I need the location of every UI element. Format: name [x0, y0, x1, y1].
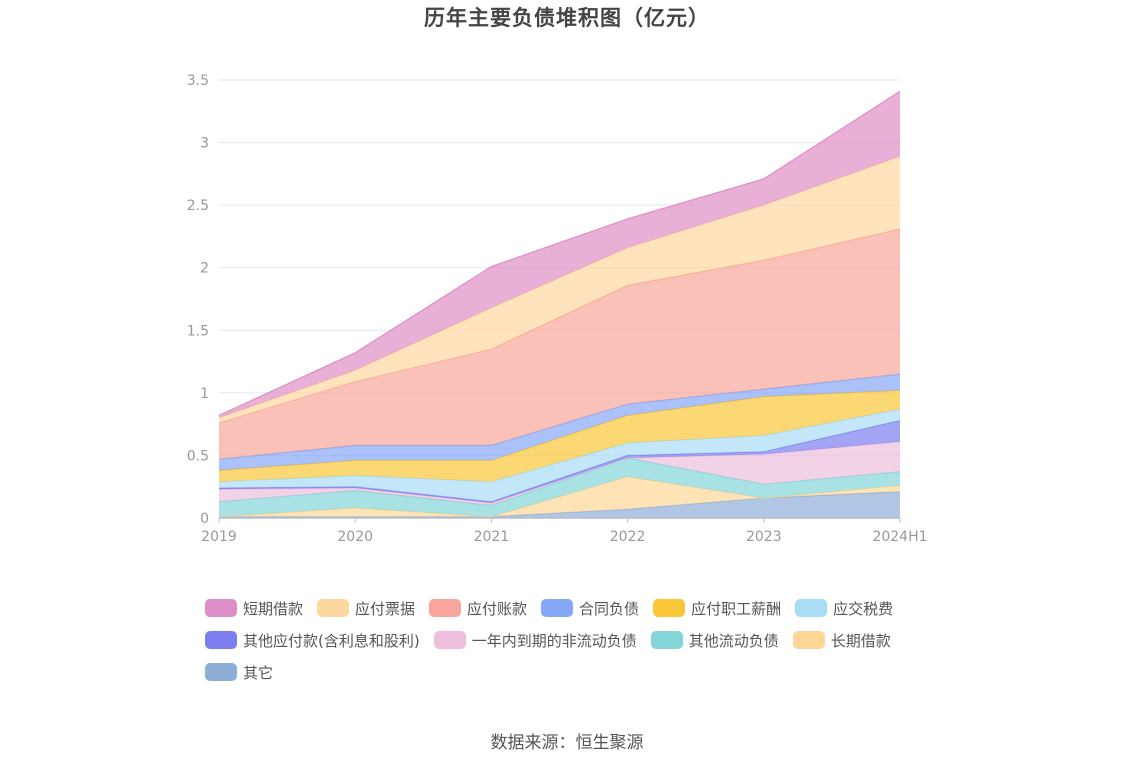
x-tick-label: 2024H1: [872, 529, 927, 545]
x-tick-label: 2019: [201, 529, 237, 545]
legend-item[interactable]: 应付账款: [429, 598, 527, 618]
y-tick-label: 2: [200, 261, 209, 277]
x-tick-label: 2023: [746, 529, 782, 545]
x-tick-label: 2020: [337, 529, 373, 545]
legend-label: 长期借款: [830, 631, 891, 650]
legend-item[interactable]: 合同负债: [541, 598, 639, 618]
y-tick-label: 1.5: [187, 323, 209, 339]
area-series-6[interactable]: [219, 390, 900, 482]
x-tick-label: 2021: [474, 529, 510, 545]
legend-swatch: [205, 599, 237, 617]
legend-item[interactable]: 其它: [205, 662, 273, 682]
source-note: 数据来源：恒生聚源: [490, 733, 644, 753]
legend-label: 合同负债: [579, 599, 640, 618]
legend-item[interactable]: 一年内到期的非流动负债: [433, 630, 637, 650]
legend-swatch: [205, 631, 237, 649]
area-series-8[interactable]: [219, 228, 900, 460]
chart-title: 历年主要负债堆积图（亿元）: [424, 6, 710, 30]
area-series-0[interactable]: [219, 491, 900, 518]
legend-swatch: [205, 663, 237, 681]
legend-swatch: [433, 631, 466, 649]
legend-item[interactable]: 长期借款: [792, 630, 891, 650]
legend-swatch: [317, 599, 350, 617]
area-series-group: [218, 90, 901, 518]
legend-item[interactable]: 其他流动负债: [650, 630, 779, 650]
area-series-2[interactable]: [219, 457, 900, 517]
y-tick-label: 1: [200, 386, 209, 402]
legend-label: 其他应付款(含利息和股利): [243, 631, 420, 650]
legend-swatch: [792, 631, 825, 649]
legend-label: 应付账款: [467, 599, 528, 618]
stacked-area-chart: 0 0.5 1 1.5 2 2.5 3 3.5 2019 2020 2021 2022 2023 2024…: [187, 73, 928, 545]
y-tick-label: 0.5: [187, 448, 209, 464]
legend-swatch: [429, 599, 462, 617]
area-series-edge-10: [218, 90, 901, 416]
legend-item[interactable]: 其他应付款(含利息和股利): [205, 630, 420, 650]
area-series-7[interactable]: [219, 374, 900, 471]
y-tick-label: 3.5: [187, 73, 209, 89]
legend-item[interactable]: 应付票据: [317, 598, 415, 618]
legend-swatch: [650, 631, 683, 649]
legend-swatch: [541, 599, 574, 617]
area-series-9[interactable]: [219, 156, 900, 423]
legend-item[interactable]: 应交税费: [795, 598, 893, 618]
legend-label: 应付职工薪酬: [691, 599, 782, 618]
area-series-edge-7: [218, 373, 901, 460]
legend-label: 其他流动负债: [688, 631, 779, 650]
area-series-10[interactable]: [219, 91, 900, 418]
area-series-3[interactable]: [219, 441, 900, 506]
legend-label: 一年内到期的非流动负债: [471, 631, 637, 650]
legend: 短期借款 应付票据 应付账款 合同负债 应付职工薪酬 应交税费其他应付款(含利息和股利) 一…: [205, 598, 965, 682]
legend-swatch: [795, 599, 828, 617]
y-tick-label: 3: [200, 136, 209, 152]
y-tick-label: 2.5: [187, 198, 209, 214]
legend-swatch: [653, 599, 686, 617]
y-tick-label: 0: [200, 511, 209, 527]
area-series-edge-6: [218, 389, 901, 471]
legend-item[interactable]: 短期借款: [205, 598, 303, 618]
x-tick-label: 2022: [610, 529, 646, 545]
legend-label: 其它: [243, 663, 274, 682]
legend-label: 应交税费: [833, 599, 894, 618]
legend-item[interactable]: 应付职工薪酬: [653, 598, 781, 618]
legend-label: 短期借款: [243, 599, 304, 618]
area-series-5[interactable]: [219, 409, 900, 502]
axes: 0 0.5 1 1.5 2 2.5 3 3.5 2019 2020 2021 2022 2023 2024…: [187, 73, 928, 545]
legend-label: 应付票据: [355, 599, 416, 618]
